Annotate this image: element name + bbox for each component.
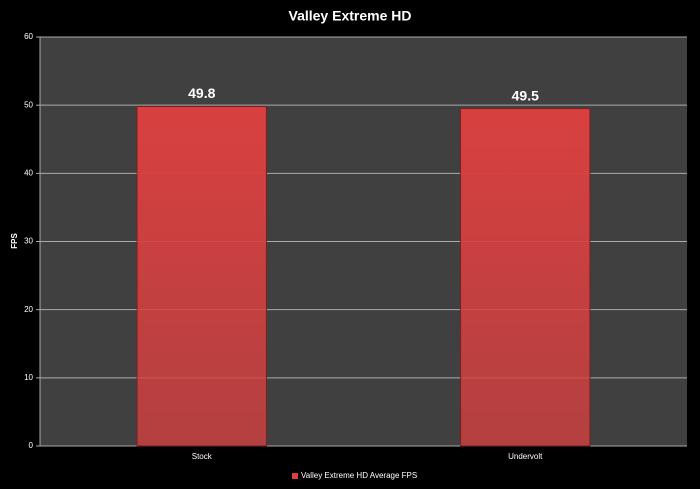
y-tick-label: 40 [24,168,33,177]
legend-swatch [292,473,298,479]
y-tick-label: 60 [24,32,33,41]
y-tick-label: 50 [24,100,33,109]
y-tick-label: 0 [29,441,34,450]
y-tick-label: 10 [24,373,33,382]
y-tick-label: 30 [24,237,33,246]
y-tick-label: 20 [24,305,33,314]
data-label: 49.8 [188,85,215,101]
x-tick-label: Stock [192,452,213,461]
y-axis-label: FPS [10,233,19,249]
bar [460,108,591,447]
chart-title: Valley Extreme HD [289,8,412,24]
bar [136,106,267,447]
x-tick-label: Undervolt [508,452,543,461]
data-label: 49.5 [512,87,539,103]
legend-label: Valley Extreme HD Average FPS [301,471,417,480]
